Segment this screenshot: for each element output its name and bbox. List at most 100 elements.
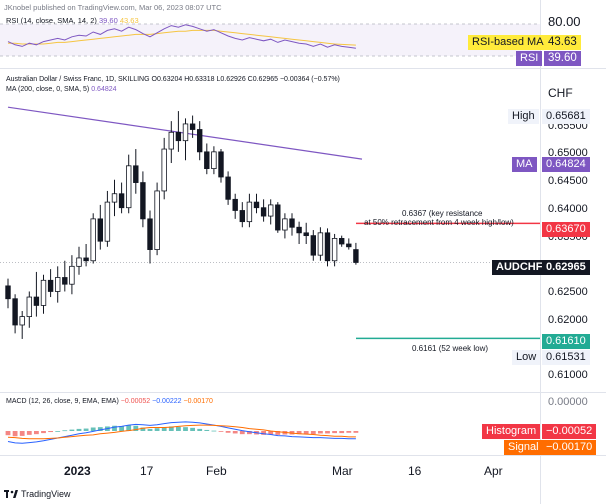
resistance-value-tag: 0.63670: [542, 222, 590, 237]
time-tick: Apr: [484, 464, 503, 478]
high-label: High: [508, 109, 539, 124]
candle-body: [282, 218, 288, 231]
rsi-legend-value: 39.60: [98, 16, 118, 25]
macd-histogram-bar: [5, 431, 11, 436]
candle-body: [104, 201, 111, 242]
macd-histogram-bar: [275, 431, 281, 435]
high-value-tag: 0.65681: [542, 109, 590, 124]
candle-body: [353, 249, 359, 263]
macd-signal-line: [7, 424, 356, 440]
rsi-pane-separator[interactable]: [0, 68, 606, 69]
candle-body: [196, 129, 203, 153]
rsi-value-tag: 39.60: [544, 51, 581, 66]
candle-body: [12, 298, 18, 326]
symbol-label: AUDCHF: [492, 260, 547, 275]
rsi-ma-legend-value: 43.63: [119, 16, 139, 25]
time-tick: 2023: [64, 464, 91, 478]
rsi-ma-value-tag: 43.63: [544, 35, 581, 50]
macd-histogram-bar: [90, 427, 96, 431]
symbol-title[interactable]: Australian Dollar / Swiss Franc, 1D, SKI…: [6, 76, 150, 83]
candle-body: [296, 226, 302, 234]
rsi-axis-tick: 80.00: [548, 14, 581, 29]
macd-histogram-bar: [339, 431, 345, 434]
histogram-value-tag: −0.00052: [542, 424, 597, 439]
macd-histogram-bar: [55, 431, 61, 432]
macd-pane-separator[interactable]: [0, 392, 606, 393]
macd-histogram-bar: [26, 431, 32, 435]
candle-body: [154, 190, 160, 250]
footer-brand[interactable]: TradingView: [4, 488, 71, 500]
candle-body: [69, 265, 75, 285]
macd-histogram-bar: [211, 430, 217, 432]
macd-histogram-bar: [261, 431, 266, 435]
tradingview-logo-icon: [4, 490, 18, 498]
candle-body: [168, 131, 174, 150]
candle-body: [331, 238, 338, 262]
candle-body: [267, 204, 274, 217]
macd-legend: MACD (12, 26, close, 9, EMA, EMA) −0.000…: [6, 398, 213, 405]
low-value-tag: 0.61531: [542, 350, 590, 365]
macd-histogram-bar: [197, 428, 203, 431]
macd-histogram-bar: [83, 428, 89, 431]
ma-legend-label[interactable]: MA (200, close, 0, SMA, 5): [6, 86, 90, 93]
candle-body: [97, 218, 103, 242]
candle-body: [275, 204, 281, 231]
candle-body: [324, 232, 331, 262]
time-tick: Mar: [332, 464, 353, 478]
rsi-ma-label: RSI-based MA: [468, 35, 548, 50]
time-tick: 16: [408, 464, 422, 478]
macd-histogram-bar: [112, 425, 117, 431]
resistance-annotation-line1: 0.6367 (key resistance: [402, 209, 483, 218]
signal-value-tag: −0.00170: [542, 440, 597, 455]
candle-body: [83, 257, 89, 262]
candle-body: [246, 201, 253, 223]
macd-histogram-bar: [119, 426, 124, 431]
macd-histogram-bar: [247, 431, 252, 435]
macd-histogram-bar: [41, 431, 46, 434]
ma-value-tag: 0.64824: [542, 157, 590, 172]
published-note: JKnobel published on TradingView.com, Ma…: [4, 3, 222, 12]
candle-body: [338, 238, 345, 245]
macd-histogram-bar: [176, 426, 181, 431]
macd-histogram-bar: [190, 427, 195, 431]
ma-legend-value: 0.64824: [91, 86, 117, 93]
macd-histogram-bar: [69, 429, 75, 431]
macd-histogram-bar: [183, 427, 188, 431]
price-tick: 0.64000: [548, 203, 588, 215]
macd-histogram-bar: [168, 426, 174, 431]
candle-body: [147, 218, 153, 250]
candle-body: [218, 151, 224, 178]
macd-histogram-bar: [225, 431, 231, 433]
macd-histogram-bar: [218, 431, 224, 432]
price-tick: 0.65000: [548, 147, 588, 159]
macd-histogram-bar: [34, 431, 39, 435]
macd-legend-label[interactable]: MACD (12, 26, close, 9, EMA, EMA): [6, 398, 119, 405]
candle-body: [211, 151, 217, 170]
rsi-label: RSI: [516, 51, 543, 66]
candle-body: [118, 193, 125, 209]
last-price-tag: 0.62965: [542, 260, 590, 275]
candle-body: [232, 198, 238, 211]
macd-histogram-bar: [310, 431, 316, 435]
macd-histogram-bar: [154, 428, 160, 431]
candle-body: [253, 201, 260, 209]
macd-histogram-bar: [97, 427, 103, 431]
macd-axis-tick: 0.00000: [548, 396, 588, 408]
candle-body: [140, 182, 146, 220]
macd-histogram-bar: [147, 428, 153, 431]
macd-histogram-bar: [62, 430, 68, 432]
candle-body: [133, 165, 139, 183]
macd-histogram-bar: [353, 431, 359, 433]
rsi-band: [0, 24, 540, 56]
candle-body: [55, 277, 61, 292]
candle-body: [62, 277, 68, 285]
macd-histogram-bar: [204, 429, 210, 431]
candle-body: [33, 296, 40, 306]
candle-body: [5, 285, 11, 300]
macd-histogram-bar: [318, 431, 323, 434]
macd-histogram-bar: [12, 431, 18, 437]
candle-body: [19, 316, 25, 326]
support-value-tag: 0.61610: [542, 334, 590, 349]
macd-histogram-bar: [140, 427, 146, 431]
